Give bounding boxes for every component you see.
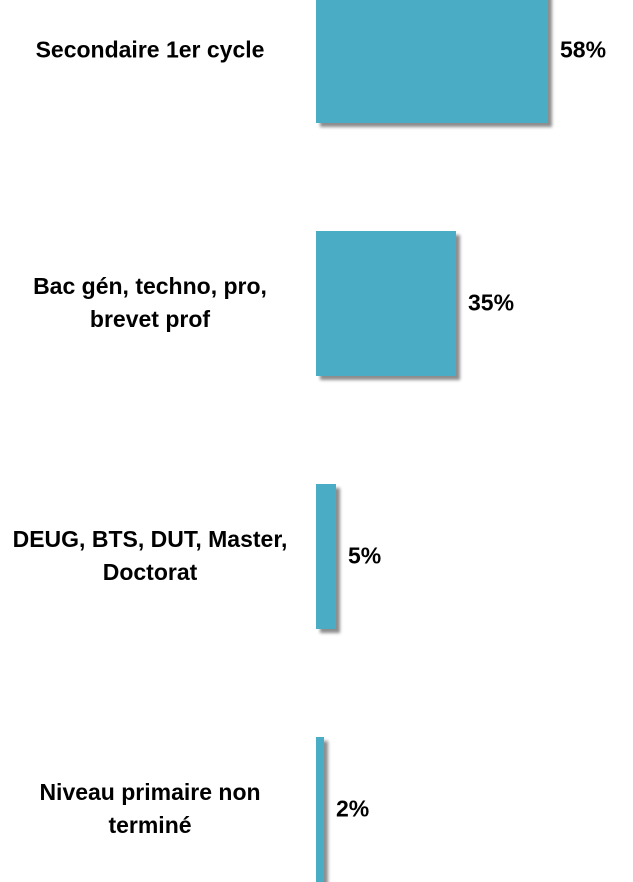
category-label: Niveau primaire non terminé [39,779,261,838]
value-label: 5% [348,542,382,569]
page: Secondaire 1er cycle 58% Bac gén, techno, … [12,0,607,882]
category-label: DEUG, BTS, DUT, Master, Doctorat [12,526,288,585]
bar [316,0,548,123]
bar [316,736,324,882]
value-label: 35% [468,289,515,316]
value-label: 2% [336,795,370,822]
bar [316,230,456,376]
bar [316,483,336,629]
value-label: 58% [560,36,607,63]
category-label: Secondaire 1er cycle [35,36,265,63]
category-label: Bac gén, techno, pro, brevet prof [33,273,267,332]
